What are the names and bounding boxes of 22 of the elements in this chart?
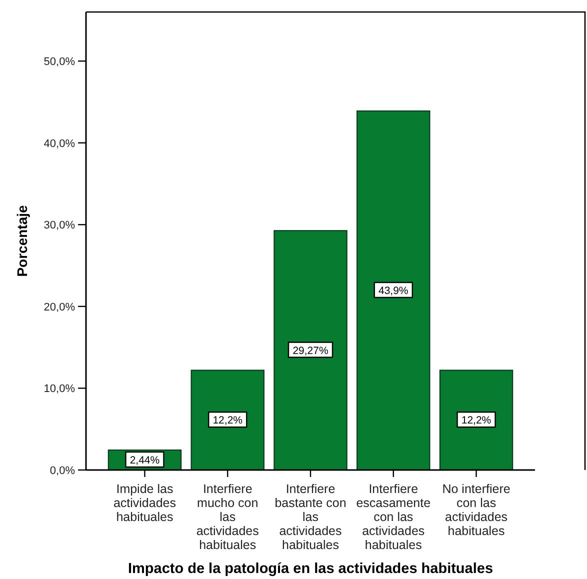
data-label: 12,2% xyxy=(212,414,243,427)
y-tick-label: 50,0% xyxy=(44,56,76,68)
data-label: 12,2% xyxy=(461,414,492,427)
x-tick-label: Impide las actividades habituales xyxy=(113,482,176,524)
y-tick-label: 0,0% xyxy=(50,465,76,477)
y-tick-label: 40,0% xyxy=(44,138,76,150)
x-tick-label: Interfiere mucho con las actividades habituales xyxy=(196,482,259,552)
bar xyxy=(190,370,264,470)
data-label: 43,9% xyxy=(378,284,408,297)
bar xyxy=(356,110,430,470)
y-tick-label: 20,0% xyxy=(44,301,76,314)
data-label: 29,27% xyxy=(292,344,328,357)
y-axis-title: Porcentaje xyxy=(14,204,30,277)
x-tick-label: Interfiere bastante con las actividades habituales xyxy=(274,482,346,552)
bar xyxy=(274,230,348,470)
x-tick-label: No interfiere con las actividades habituales xyxy=(442,482,510,538)
bar xyxy=(439,370,514,470)
x-tick-label: Interfiere escasamente con las actividades habituales xyxy=(356,482,431,552)
y-tick-label: 10,0% xyxy=(44,383,76,396)
y-tick-label: 30,0% xyxy=(44,220,76,232)
data-label: 2,44% xyxy=(130,454,160,467)
x-axis-title: Impacto de la patología en las actividades habituales xyxy=(128,561,494,577)
